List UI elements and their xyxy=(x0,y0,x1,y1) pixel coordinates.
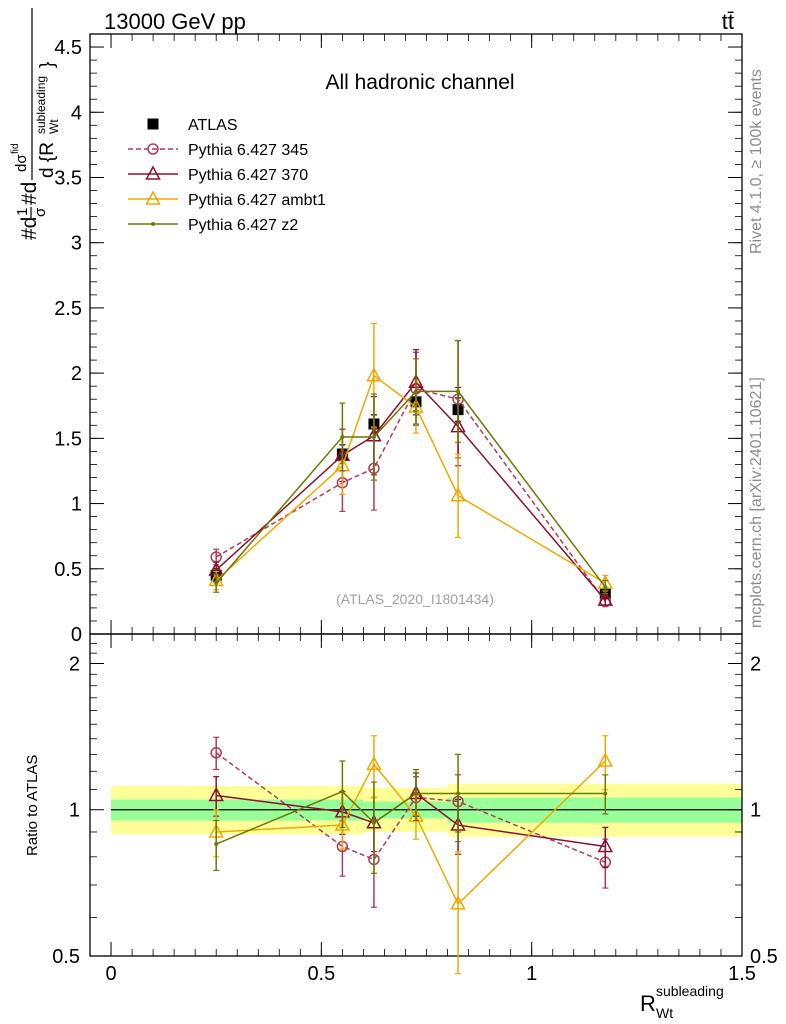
process-label: tt̄ xyxy=(722,9,734,34)
legend: ATLAS Pythia 6.427 345 Pythia 6.427 370 Pyt… xyxy=(128,117,326,234)
ratio-point xyxy=(372,821,376,825)
svg-text:subleading: subleading xyxy=(34,76,48,134)
ratio-point xyxy=(603,792,607,796)
legend-marker xyxy=(151,222,155,226)
main-point xyxy=(340,435,344,439)
main-ytick-label: 3 xyxy=(71,233,82,255)
legend-entry-2: Pythia 6.427 370 xyxy=(128,167,308,184)
main-line-2 xyxy=(216,382,605,600)
ratio-point xyxy=(414,792,418,796)
rivet-version-label: Rivet 4.1.0, ≥ 100k events xyxy=(748,69,765,254)
main-line-4 xyxy=(216,391,605,587)
svg-text:dσ: dσ xyxy=(13,154,30,172)
main-series-0 xyxy=(211,393,611,599)
watermark-label: (ATLAS_2020_I1801434) xyxy=(336,591,494,607)
main-ytick-label: 4.5 xyxy=(54,37,82,59)
main-ytick-label: 2.5 xyxy=(54,298,82,320)
main-series-3 xyxy=(210,324,612,591)
main-point xyxy=(372,435,376,439)
ratio-ytick-label: 1 xyxy=(69,800,80,822)
legend-entry-1: Pythia 6.427 345 xyxy=(128,142,308,159)
ratio-ytick-label-right: 1 xyxy=(750,800,761,822)
svg-text:subleading: subleading xyxy=(656,983,724,999)
main-ytick-label: 1.5 xyxy=(54,428,82,450)
svg-text:#d: #d xyxy=(18,182,41,205)
mcplots-label: mcplots.cern.ch [arXiv:2401.10621] xyxy=(748,377,765,628)
ratio-ytick-label-right: 2 xyxy=(750,653,761,675)
legend-entry-0: ATLAS xyxy=(148,117,238,134)
main-ytick-label: 0.5 xyxy=(54,559,82,581)
main-ytick-label: 4 xyxy=(71,102,82,124)
svg-text:σ: σ xyxy=(32,207,49,217)
ratio-point xyxy=(340,790,344,794)
ratio-ytick-label: 0.5 xyxy=(52,946,80,968)
x-tick-label: 1 xyxy=(526,963,537,985)
ratio-ylabel: Ratio to ATLAS xyxy=(24,755,41,856)
legend-label: Pythia 6.427 ambt1 xyxy=(188,192,326,209)
main-point xyxy=(456,389,460,393)
ratio-ytick-label-right: 0.5 xyxy=(750,946,778,968)
main-ytick-label: 2 xyxy=(71,363,82,385)
svg-text:1: 1 xyxy=(14,208,31,216)
main-point xyxy=(414,389,418,393)
ratio-point xyxy=(214,842,218,846)
svg-text:Wt: Wt xyxy=(47,119,61,134)
legend-label: ATLAS xyxy=(188,117,238,134)
legend-entry-3: Pythia 6.427 ambt1 xyxy=(128,192,326,209)
ratio-series-2 xyxy=(210,736,612,974)
x-tick-label: 0.5 xyxy=(307,963,335,985)
legend-label: Pythia 6.427 370 xyxy=(188,167,308,184)
x-axis-title: R subleading Wt xyxy=(640,983,724,1021)
x-tick-label: 0 xyxy=(105,963,116,985)
legend-marker xyxy=(147,192,160,204)
ratio-point xyxy=(456,792,460,796)
main-point xyxy=(603,585,607,589)
energy-label: 13000 GeV pp xyxy=(104,9,246,34)
legend-marker xyxy=(147,167,160,179)
ratio-plot: 0 0.5 1 1.5 0.5 0.5 1 1 2 2 xyxy=(52,34,778,985)
atlas-ratio-figure: 13000 GeV pp tt̄ Rivet 4.1.0, ≥ 100k eve… xyxy=(0,0,786,1024)
legend-label: Pythia 6.427 345 xyxy=(188,142,308,159)
main-ytick-zero: 0 xyxy=(71,624,82,646)
svg-text:fid: fid xyxy=(10,143,21,154)
main-series-4 xyxy=(213,341,608,594)
main-series-1 xyxy=(211,341,610,607)
main-ytick-label: 1 xyxy=(71,494,82,516)
ratio-ytick-label: 2 xyxy=(69,653,80,675)
main-title: All hadronic channel xyxy=(325,71,514,94)
main-line-1 xyxy=(216,389,605,602)
main-series-2 xyxy=(210,350,612,606)
legend-label: Pythia 6.427 z2 xyxy=(188,217,298,234)
svg-text:Wt: Wt xyxy=(656,1005,673,1021)
svg-text:}: } xyxy=(37,62,58,68)
svg-text:#d: #d xyxy=(18,217,41,240)
svg-text:R: R xyxy=(640,991,656,1016)
main-point xyxy=(214,581,218,585)
main-ytick-label: 3.5 xyxy=(54,167,82,189)
legend-entry-4: Pythia 6.427 z2 xyxy=(128,217,298,234)
legend-marker xyxy=(148,119,159,130)
